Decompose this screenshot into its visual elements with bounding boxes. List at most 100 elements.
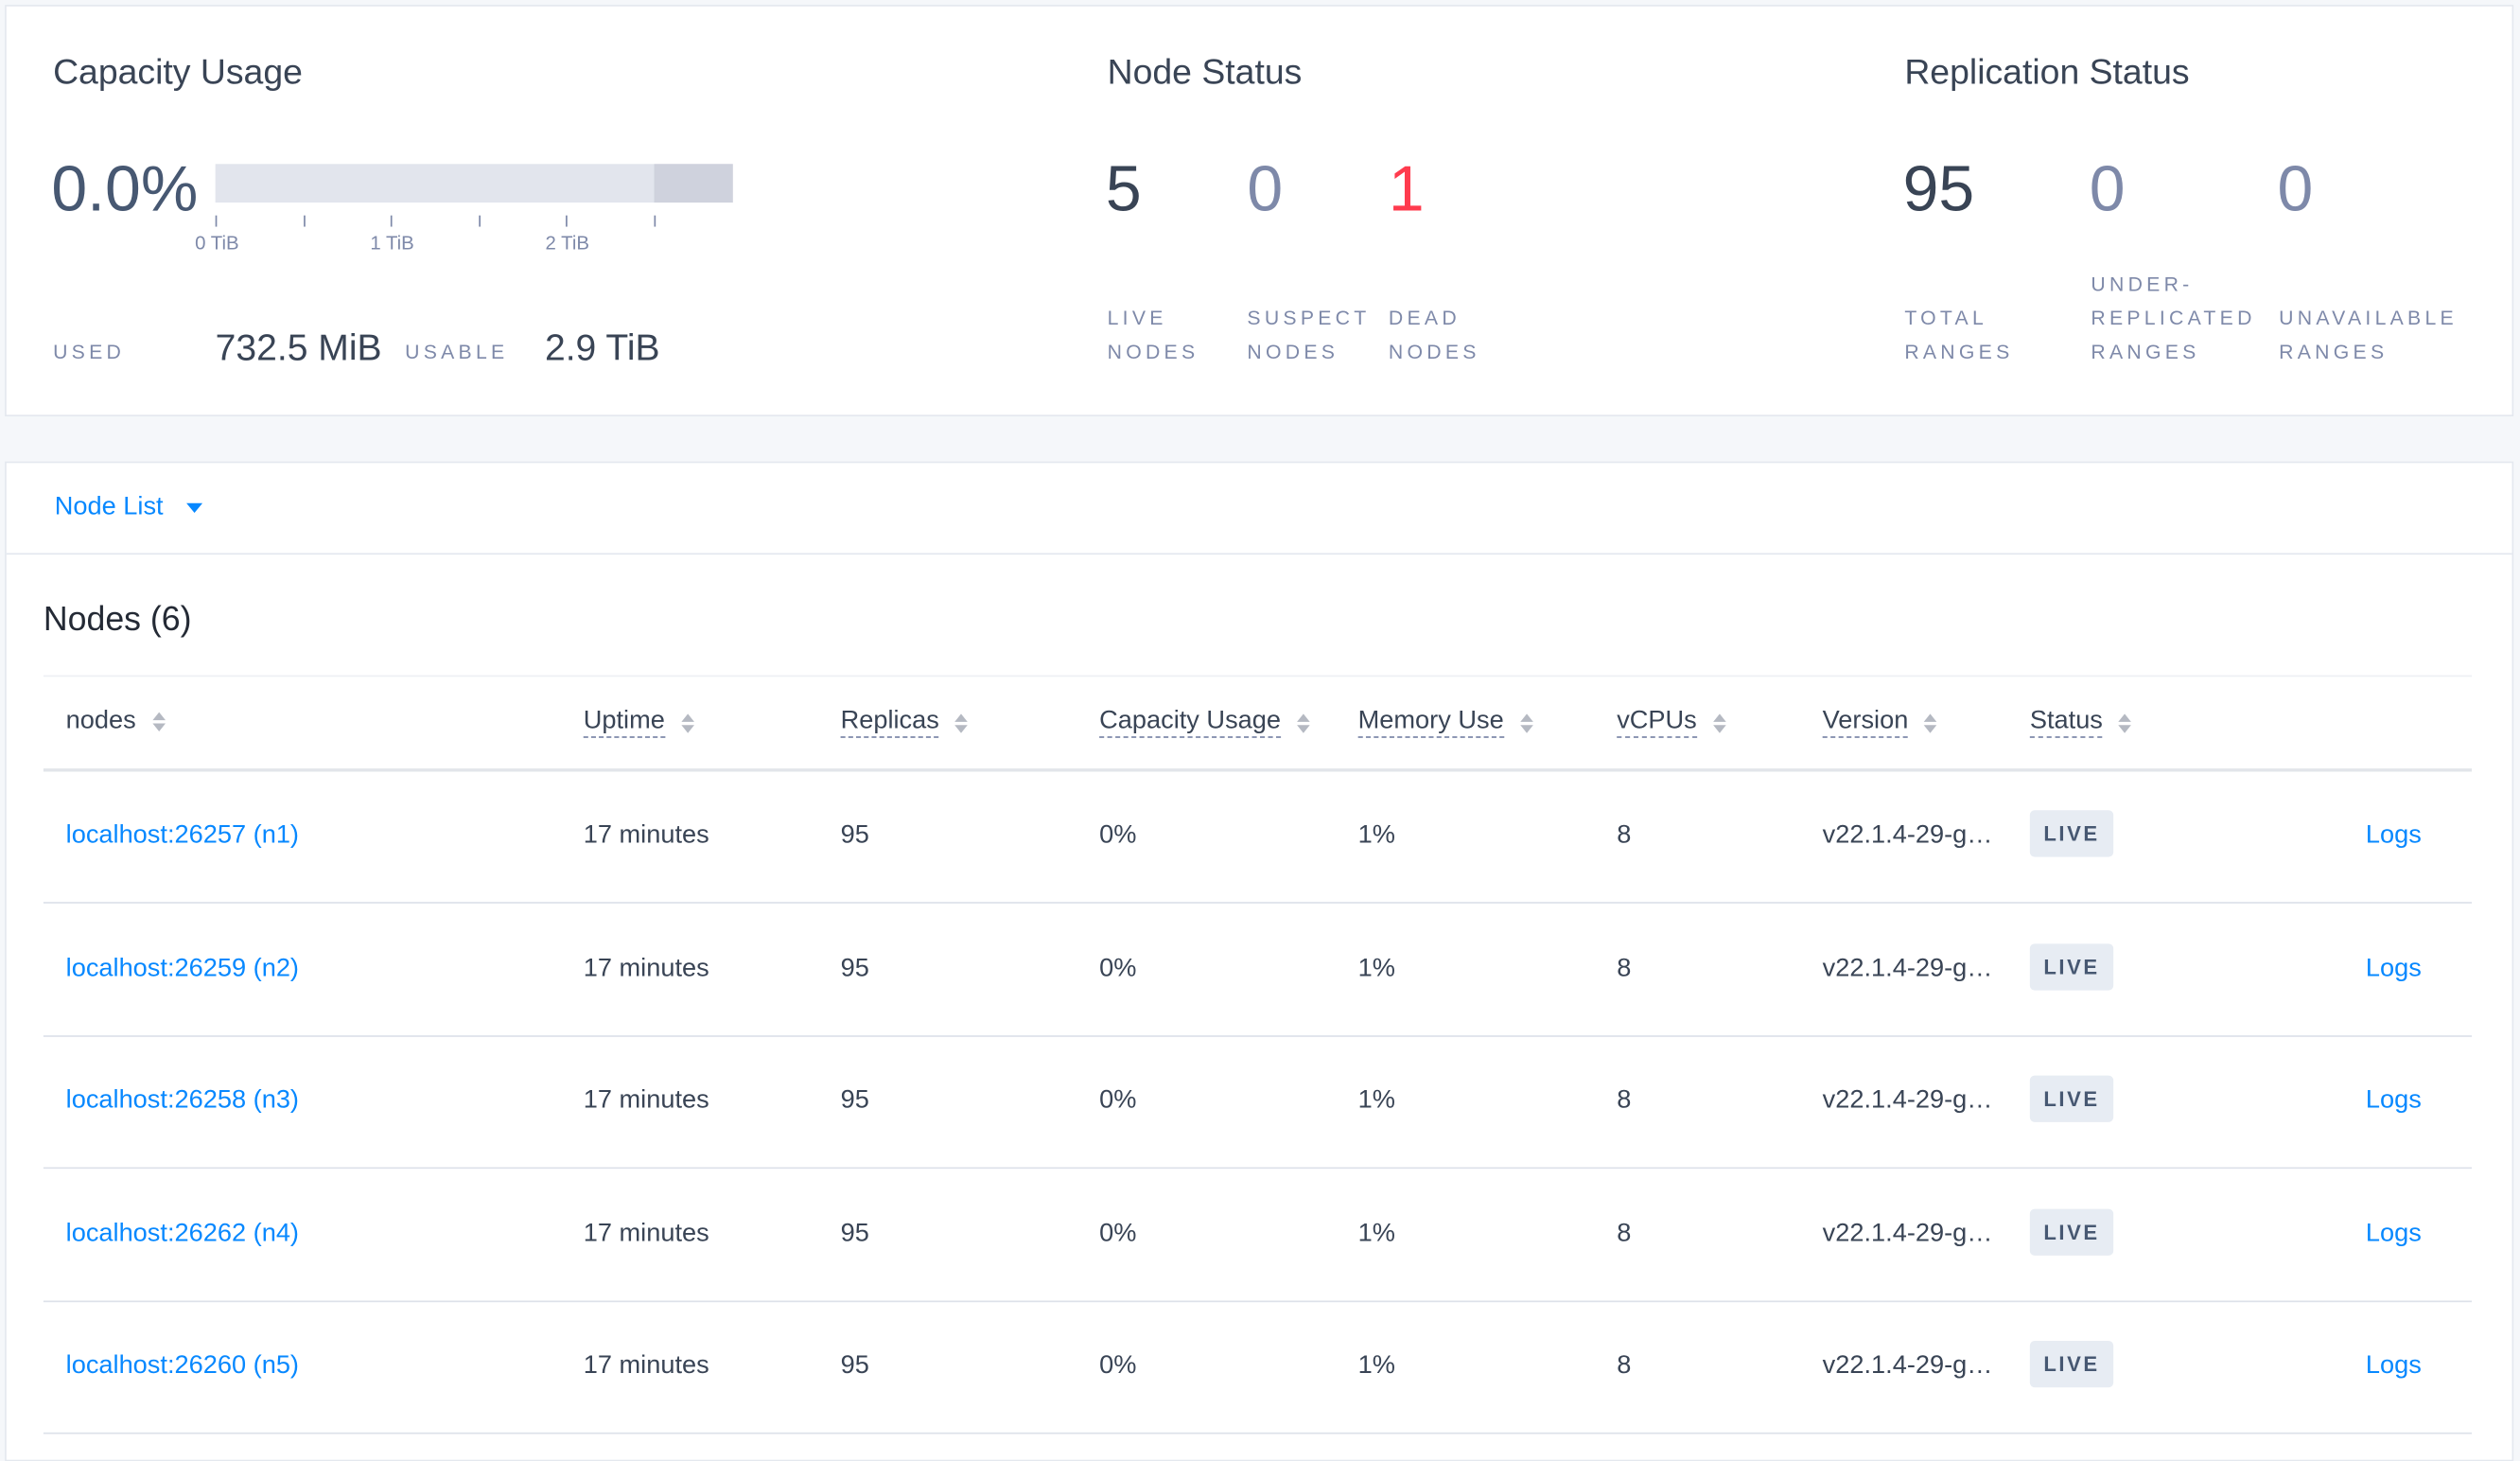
- version-cell: v22.1.4-29-g…: [1822, 1351, 1993, 1380]
- sort-icon[interactable]: [1519, 713, 1533, 732]
- suspect-nodes-count: 0: [1247, 154, 1284, 225]
- capacity-bar: [215, 164, 733, 203]
- logs-link[interactable]: Logs: [2365, 954, 2422, 982]
- node-link[interactable]: localhost:26259 (n2): [65, 954, 299, 982]
- used-value: 732.5 MiB: [215, 326, 382, 369]
- live-nodes-label: LIVE NODES: [1107, 307, 1199, 363]
- column-header-vcpus[interactable]: vCPUs: [1617, 708, 1726, 738]
- live-nodes-count: 5: [1105, 154, 1142, 225]
- table-row: localhost:26262 (n4) 17 minutes 95 0% 1% 8 v22…: [43, 1168, 2473, 1302]
- column-header-nodes[interactable]: nodes: [66, 708, 166, 737]
- axis-tick: [304, 215, 306, 227]
- view-selector-dropdown[interactable]: Node List: [55, 494, 202, 523]
- vcpus-cell: 8: [1617, 1351, 1632, 1380]
- logs-link[interactable]: Logs: [2365, 1351, 2422, 1380]
- column-header-label: Version: [1822, 708, 1909, 738]
- logs-link[interactable]: Logs: [2365, 821, 2422, 850]
- version-cell: v22.1.4-29-g…: [1822, 821, 1993, 850]
- column-header-replicas[interactable]: Replicas: [840, 708, 969, 738]
- divider: [43, 675, 2473, 678]
- axis-tick: [654, 215, 656, 227]
- memory-cell: 1%: [1357, 1086, 1395, 1115]
- divider: [6, 553, 2512, 555]
- capacity-cell: 0%: [1099, 954, 1137, 982]
- node-link[interactable]: localhost:26262 (n4): [65, 1219, 299, 1247]
- column-header-version[interactable]: Version: [1822, 708, 1937, 738]
- axis-tick: [566, 215, 568, 227]
- memory-cell: 1%: [1357, 821, 1395, 850]
- axis-tick-label: 0 TiB: [195, 231, 239, 255]
- node-link[interactable]: localhost:26258 (n3): [65, 1086, 299, 1115]
- capacity-cell: 0%: [1099, 1351, 1137, 1380]
- vcpus-cell: 8: [1617, 1219, 1632, 1247]
- suspect-nodes-label: SUSPECT NODES: [1247, 307, 1371, 363]
- usable-label: USABLE: [405, 341, 509, 363]
- uptime-cell: 17 minutes: [583, 821, 709, 850]
- column-header-status[interactable]: Status: [2029, 708, 2132, 738]
- under-replicated-label: UNDER- REPLICATED RANGES: [2091, 273, 2256, 363]
- logs-link[interactable]: Logs: [2365, 1086, 2422, 1115]
- sort-icon[interactable]: [2118, 713, 2132, 732]
- replicas-cell: 95: [840, 1219, 869, 1247]
- replication-title: Replication Status: [1904, 51, 2190, 92]
- column-header-label: Memory Use: [1357, 708, 1504, 738]
- axis-tick-label: 2 TiB: [545, 231, 589, 255]
- version-cell: v22.1.4-29-g…: [1822, 1086, 1993, 1115]
- total-ranges-label: TOTAL RANGES: [1904, 307, 2014, 363]
- total-ranges-count: 95: [1902, 154, 1975, 225]
- uptime-cell: 17 minutes: [583, 954, 709, 982]
- column-header-label: nodes: [65, 707, 136, 735]
- table-row: localhost:26259 (n2) 17 minutes 95 0% 1% 8 v22…: [43, 903, 2473, 1037]
- replicas-cell: 95: [840, 954, 869, 982]
- version-cell: v22.1.4-29-g…: [1822, 1219, 1993, 1247]
- memory-cell: 1%: [1357, 954, 1395, 982]
- column-header-label: Replicas: [840, 708, 939, 738]
- summary-card: Capacity Usage 0.0% 0 TiB 1 TiB 2 TiB US…: [5, 5, 2514, 417]
- logs-link[interactable]: Logs: [2365, 1219, 2422, 1247]
- vcpus-cell: 8: [1617, 821, 1632, 850]
- sort-icon[interactable]: [1297, 713, 1310, 732]
- uptime-cell: 17 minutes: [583, 1351, 709, 1380]
- under-replicated-count: 0: [2089, 154, 2126, 225]
- dead-nodes-count: 1: [1388, 154, 1425, 225]
- column-header-memory-use[interactable]: Memory Use: [1357, 708, 1533, 738]
- capacity-cell: 0%: [1099, 1086, 1137, 1115]
- version-cell: v22.1.4-29-g…: [1822, 954, 1993, 982]
- node-link[interactable]: localhost:26257 (n1): [65, 821, 299, 850]
- uptime-cell: 17 minutes: [583, 1086, 709, 1115]
- capacity-bar-remainder: [654, 164, 733, 203]
- sort-icon[interactable]: [1712, 713, 1726, 732]
- capacity-cell: 0%: [1099, 1219, 1137, 1247]
- axis-tick: [215, 215, 218, 227]
- column-header-label: Uptime: [583, 708, 665, 738]
- sort-icon[interactable]: [680, 713, 694, 732]
- replicas-cell: 95: [840, 1086, 869, 1115]
- table-row: localhost:26260 (n5) 17 minutes 95 0% 1% 8 v22…: [43, 1300, 2473, 1435]
- vcpus-cell: 8: [1617, 1086, 1632, 1115]
- column-header-capacity-usage[interactable]: Capacity Usage: [1099, 708, 1310, 738]
- status-badge: LIVE: [2029, 1340, 2114, 1388]
- node-link[interactable]: localhost:26260 (n5): [65, 1351, 299, 1380]
- unavailable-ranges-label: UNAVAILABLE RANGES: [2279, 307, 2458, 363]
- capacity-title: Capacity Usage: [53, 51, 303, 92]
- axis-tick: [390, 215, 393, 227]
- nodes-table-title: Nodes (6): [43, 601, 192, 639]
- sort-icon[interactable]: [954, 713, 969, 732]
- used-label: USED: [53, 341, 126, 363]
- column-header-label: vCPUs: [1617, 708, 1697, 738]
- uptime-cell: 17 minutes: [583, 1219, 709, 1247]
- header-divider: [43, 768, 2473, 771]
- vcpus-cell: 8: [1617, 954, 1632, 982]
- caret-down-icon: [185, 502, 202, 513]
- capacity-percent: 0.0%: [51, 154, 199, 225]
- column-header-uptime[interactable]: Uptime: [583, 708, 694, 738]
- capacity-cell: 0%: [1099, 821, 1137, 850]
- column-header-label: Capacity Usage: [1099, 708, 1282, 738]
- usable-value: 2.9 TiB: [544, 326, 660, 369]
- sort-icon[interactable]: [1924, 713, 1937, 732]
- status-badge: LIVE: [2029, 942, 2114, 990]
- unavailable-ranges-count: 0: [2277, 154, 2314, 225]
- table-row: localhost:26258 (n3) 17 minutes 95 0% 1% 8 v22…: [43, 1035, 2473, 1170]
- sort-icon[interactable]: [151, 712, 166, 732]
